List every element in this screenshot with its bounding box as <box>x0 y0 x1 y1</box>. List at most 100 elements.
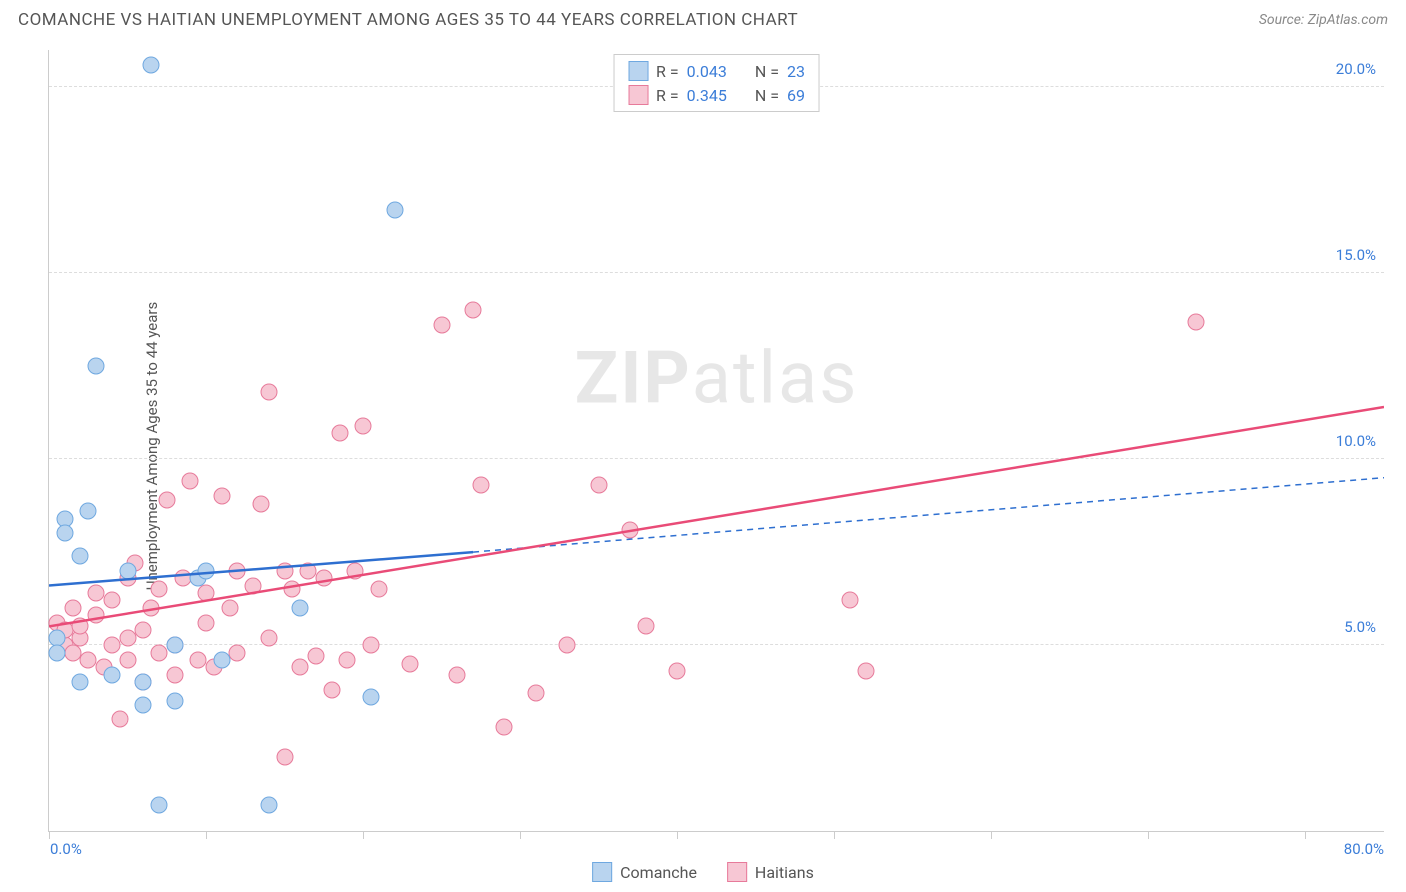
point-haitians <box>315 570 332 587</box>
swatch-comanche <box>628 61 648 81</box>
legend-swatch-haitians <box>727 862 747 882</box>
legend-item-comanche: Comanche <box>592 862 697 882</box>
watermark: ZIPatlas <box>575 336 859 421</box>
point-haitians <box>496 718 513 735</box>
point-haitians <box>190 651 207 668</box>
point-haitians <box>308 648 325 665</box>
point-comanche <box>198 562 215 579</box>
x-tick <box>520 831 521 839</box>
point-haitians <box>143 599 160 616</box>
point-haitians <box>229 644 246 661</box>
point-haitians <box>370 581 387 598</box>
gridline <box>49 272 1384 273</box>
point-haitians <box>88 584 105 601</box>
point-haitians <box>111 711 128 728</box>
point-haitians <box>292 659 309 676</box>
bottom-legend: Comanche Haitians <box>592 862 814 882</box>
chart-container: COMANCHE VS HAITIAN UNEMPLOYMENT AMONG A… <box>0 0 1406 892</box>
point-comanche <box>135 696 152 713</box>
point-haitians <box>857 663 874 680</box>
point-haitians <box>1187 313 1204 330</box>
point-haitians <box>158 492 175 509</box>
x-tick <box>1305 831 1306 839</box>
point-haitians <box>284 581 301 598</box>
point-haitians <box>182 473 199 490</box>
stats-legend-box: R = 0.043 N = 23 R = 0.345 N = 69 <box>613 54 820 112</box>
point-haitians <box>119 629 136 646</box>
point-haitians <box>103 592 120 609</box>
chart-title: COMANCHE VS HAITIAN UNEMPLOYMENT AMONG A… <box>18 10 798 30</box>
point-haitians <box>166 666 183 683</box>
point-haitians <box>465 302 482 319</box>
point-haitians <box>103 637 120 654</box>
y-tick-label: 20.0% <box>1336 60 1376 78</box>
x-tick <box>677 831 678 839</box>
point-haitians <box>527 685 544 702</box>
point-haitians <box>198 614 215 631</box>
point-haitians <box>622 521 639 538</box>
point-comanche <box>88 358 105 375</box>
point-comanche <box>80 503 97 520</box>
point-haitians <box>842 592 859 609</box>
gridline <box>49 458 1384 459</box>
point-haitians <box>590 477 607 494</box>
point-comanche <box>150 796 167 813</box>
x-tick <box>1148 831 1149 839</box>
x-tick <box>363 831 364 839</box>
point-haitians <box>433 317 450 334</box>
point-haitians <box>80 651 97 668</box>
point-haitians <box>559 637 576 654</box>
point-haitians <box>119 651 136 668</box>
point-haitians <box>323 681 340 698</box>
x-tick-label: 0.0% <box>50 840 82 858</box>
stat-row-comanche: R = 0.043 N = 23 <box>628 59 805 83</box>
x-tick <box>206 831 207 839</box>
point-comanche <box>166 692 183 709</box>
chart-header: COMANCHE VS HAITIAN UNEMPLOYMENT AMONG A… <box>18 10 1388 30</box>
point-haitians <box>355 417 372 434</box>
point-comanche <box>143 56 160 73</box>
point-haitians <box>300 562 317 579</box>
point-haitians <box>72 618 89 635</box>
point-haitians <box>64 599 81 616</box>
point-haitians <box>135 622 152 639</box>
point-haitians <box>88 607 105 624</box>
point-comanche <box>260 796 277 813</box>
point-comanche <box>56 525 73 542</box>
point-haitians <box>150 581 167 598</box>
swatch-haitians <box>628 85 648 105</box>
point-haitians <box>221 599 238 616</box>
point-haitians <box>229 562 246 579</box>
point-haitians <box>213 488 230 505</box>
point-haitians <box>260 629 277 646</box>
point-comanche <box>72 674 89 691</box>
point-haitians <box>449 666 466 683</box>
point-haitians <box>331 425 348 442</box>
trend-lines <box>49 50 1384 831</box>
point-haitians <box>174 570 191 587</box>
y-tick-label: 5.0% <box>1344 618 1376 636</box>
x-tick <box>49 831 50 839</box>
legend-label-haitians: Haitians <box>755 863 814 882</box>
legend-swatch-comanche <box>592 862 612 882</box>
point-haitians <box>64 644 81 661</box>
point-haitians <box>260 384 277 401</box>
point-comanche <box>362 689 379 706</box>
x-tick <box>834 831 835 839</box>
point-comanche <box>119 562 136 579</box>
point-haitians <box>253 495 270 512</box>
point-haitians <box>669 663 686 680</box>
point-haitians <box>402 655 419 672</box>
legend-item-haitians: Haitians <box>727 862 814 882</box>
x-tick-label: 80.0% <box>1344 840 1384 858</box>
point-comanche <box>292 599 309 616</box>
point-haitians <box>347 562 364 579</box>
gridline <box>49 644 1384 645</box>
point-comanche <box>103 666 120 683</box>
x-tick <box>991 831 992 839</box>
stat-row-haitians: R = 0.345 N = 69 <box>628 83 805 107</box>
point-haitians <box>198 584 215 601</box>
y-tick-label: 10.0% <box>1336 432 1376 450</box>
point-haitians <box>339 651 356 668</box>
point-comanche <box>48 644 65 661</box>
